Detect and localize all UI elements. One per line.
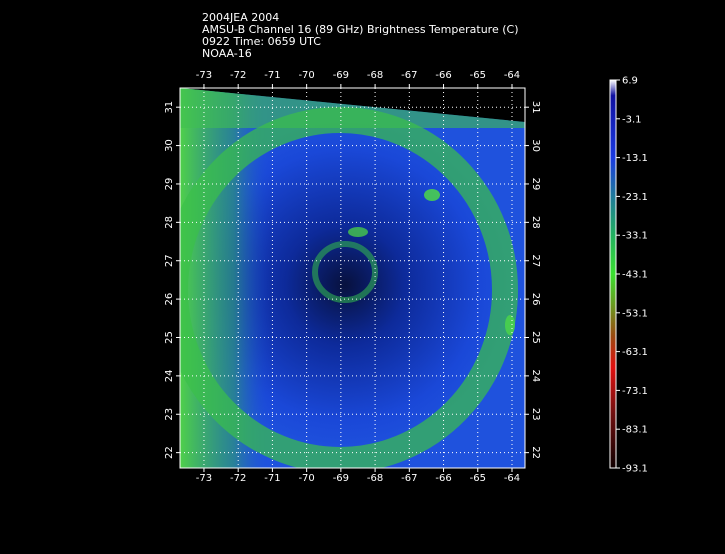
lat-label-left: 29: [164, 178, 175, 191]
lon-label-bottom: -70: [298, 473, 314, 484]
lat-label-left: 23: [164, 408, 175, 421]
map-frame: [179, 87, 526, 469]
lon-label-top: -66: [435, 70, 451, 81]
lon-label-top: -73: [196, 70, 212, 81]
lon-label-top: -68: [367, 70, 383, 81]
colorbar-label: -3.1: [622, 114, 642, 125]
colorbar-label: -73.1: [622, 386, 648, 397]
lon-label-top: -72: [230, 70, 246, 81]
colorbar-label: 6.9: [622, 76, 638, 87]
lat-label-left: 28: [164, 216, 175, 229]
lat-label-right: 29: [530, 178, 541, 191]
header-line: AMSU-B Channel 16 (89 GHz) Brightness Te…: [202, 23, 519, 36]
colorbar-label: -43.1: [622, 270, 648, 281]
lat-label-right: 23: [530, 408, 541, 421]
lon-label-bottom: -69: [333, 473, 349, 484]
lon-label-top: -69: [333, 70, 349, 81]
lat-label-right: 25: [530, 331, 541, 344]
colorbar-label: -53.1: [622, 308, 648, 319]
lon-label-top: -67: [401, 70, 417, 81]
lon-label-bottom: -68: [367, 473, 383, 484]
lat-label-left: 31: [164, 101, 175, 114]
lat-label-right: 30: [530, 139, 541, 152]
lon-label-bottom: -64: [504, 473, 520, 484]
lat-label-right: 24: [530, 370, 541, 383]
lat-label-right: 31: [530, 101, 541, 114]
lat-label-right: 27: [530, 254, 541, 267]
lon-label-top: -70: [298, 70, 314, 81]
colorbar-label: -33.1: [622, 231, 648, 242]
lat-label-left: 26: [164, 293, 175, 306]
lat-label-right: 22: [530, 446, 541, 459]
lon-label-top: -64: [504, 70, 520, 81]
lat-label-left: 24: [164, 370, 175, 383]
lon-label-bottom: -73: [196, 473, 212, 484]
lat-label-left: 25: [164, 331, 175, 344]
colorbar-label: -63.1: [622, 347, 648, 358]
colorbar-label: -13.1: [622, 153, 648, 164]
colorbar-label: -93.1: [622, 464, 648, 475]
header-line: 0922 Time: 0659 UTC: [202, 35, 321, 48]
lat-label-left: 30: [164, 139, 175, 152]
lon-label-bottom: -65: [470, 473, 486, 484]
colorbar: [609, 79, 617, 469]
lon-label-top: -71: [264, 70, 280, 81]
header-line: 2004JEA 2004: [202, 11, 279, 24]
lat-label-right: 26: [530, 293, 541, 306]
lon-label-bottom: -66: [435, 473, 451, 484]
imagery: [180, 88, 525, 468]
colorbar-label: -23.1: [622, 192, 648, 203]
lat-label-left: 22: [164, 446, 175, 459]
lon-label-bottom: -67: [401, 473, 417, 484]
lat-label-right: 28: [530, 216, 541, 229]
lon-label-bottom: -71: [264, 473, 280, 484]
colorbar-label: -83.1: [622, 425, 648, 436]
lon-label-top: -65: [470, 70, 486, 81]
lat-label-left: 27: [164, 254, 175, 267]
lon-label-bottom: -72: [230, 473, 246, 484]
header-line: NOAA-16: [202, 47, 252, 60]
